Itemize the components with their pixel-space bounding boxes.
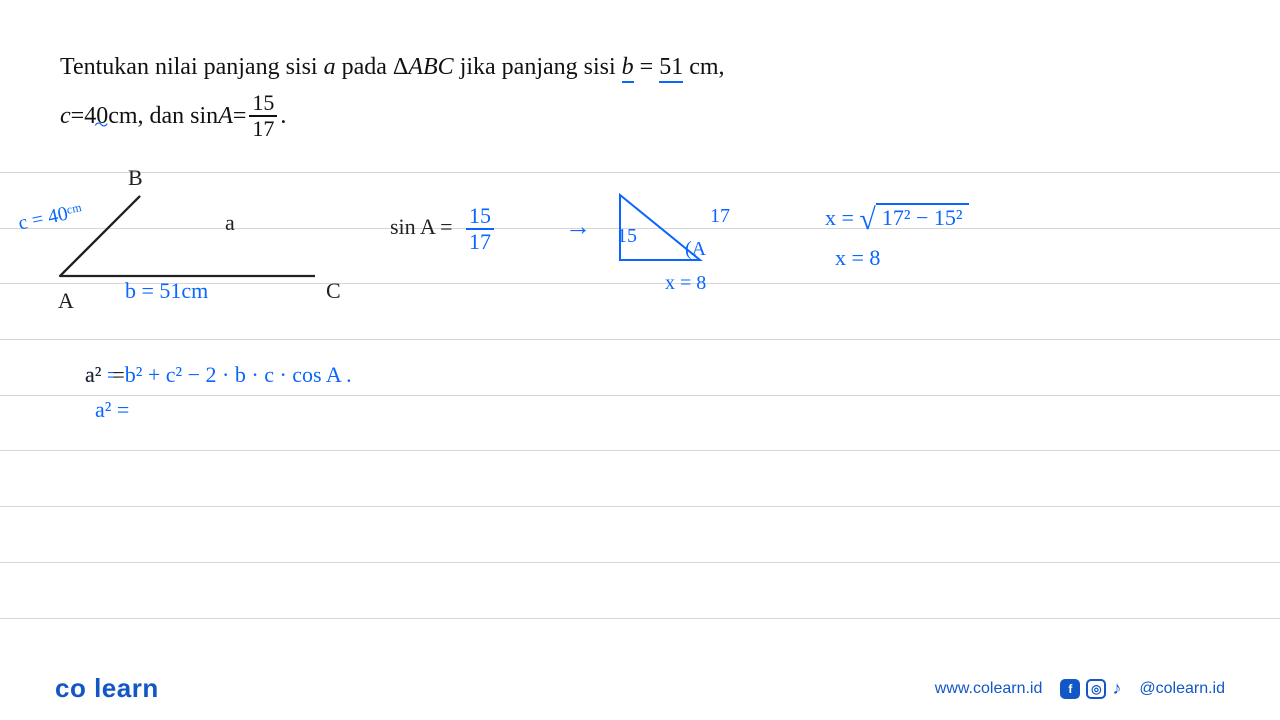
var-A: A bbox=[218, 97, 233, 135]
label-side-a: a bbox=[225, 210, 235, 236]
surd-icon: √ bbox=[859, 203, 875, 236]
rt-hyp: 17 bbox=[710, 205, 730, 228]
tiktok-icon: ♪ bbox=[1112, 678, 1121, 699]
arrow-icon: → bbox=[565, 212, 591, 242]
sinA-label: sin A = bbox=[390, 214, 453, 239]
facebook-icon: f bbox=[1060, 679, 1080, 699]
var-a: a bbox=[324, 54, 336, 80]
footer: co learn www.colearn.id f ◎ ♪ @colearn.i… bbox=[0, 665, 1280, 720]
text: . bbox=[280, 97, 286, 135]
ruled-line bbox=[0, 506, 1280, 507]
footer-handle: @colearn.id bbox=[1139, 680, 1225, 698]
triangle-path bbox=[60, 196, 315, 276]
frac-den: 17 bbox=[249, 117, 277, 140]
brand-learn: learn bbox=[94, 673, 159, 703]
cosine-line1: a² = b² + c² − 2 · b · c · cos A . bbox=[85, 362, 352, 388]
sinA-fraction: 15 17 bbox=[466, 205, 494, 253]
label-side-b: b = 51cm bbox=[125, 278, 208, 304]
sinA-num: 15 bbox=[466, 205, 494, 230]
rt-angle: (A bbox=[685, 238, 706, 261]
text: cm, dan sin bbox=[108, 97, 218, 135]
ruled-line bbox=[0, 172, 1280, 173]
rt-base: x = 8 bbox=[665, 272, 706, 295]
x-calc-line2: x = 8 bbox=[835, 245, 880, 271]
text: jika panjang sisi bbox=[454, 54, 622, 80]
rt-opp: 15 bbox=[617, 225, 637, 248]
sqrt-expr: 17² − 15² bbox=[876, 203, 969, 231]
page-root: { "ruled_lines_y": [172, 228, 283, 339, … bbox=[0, 0, 1280, 720]
ruled-line bbox=[0, 450, 1280, 451]
cosine-line2: a² = bbox=[95, 397, 129, 423]
footer-url: www.colearn.id bbox=[935, 680, 1043, 698]
x-eq: x = bbox=[825, 205, 859, 230]
sinA-expression: sin A = 15 17 bbox=[390, 205, 497, 253]
text: = bbox=[71, 97, 85, 135]
text: = bbox=[634, 54, 660, 80]
instagram-icon: ◎ bbox=[1086, 679, 1106, 699]
ruled-line bbox=[0, 395, 1280, 396]
sinA-den: 17 bbox=[466, 230, 494, 253]
brand-co: co bbox=[55, 673, 86, 703]
ruled-line bbox=[0, 618, 1280, 619]
label-C: C bbox=[326, 278, 341, 304]
label-B: B bbox=[128, 165, 143, 191]
cosine-a2: a² = bbox=[85, 362, 125, 388]
ruled-line bbox=[0, 339, 1280, 340]
text: = bbox=[233, 97, 247, 135]
val-b: 51 bbox=[659, 54, 683, 83]
frac-num: 15 bbox=[249, 92, 277, 117]
problem-statement: Tentukan nilai panjang sisi a pada ΔABC … bbox=[60, 48, 725, 140]
ruled-line bbox=[0, 562, 1280, 563]
label-A: A bbox=[58, 288, 74, 314]
fraction-sinA: 15 17 bbox=[249, 92, 277, 140]
text: pada Δ bbox=[336, 54, 409, 80]
text: cm, bbox=[683, 54, 724, 80]
x-calc-line1: x = √ 17² − 15² bbox=[825, 203, 969, 237]
footer-right: www.colearn.id f ◎ ♪ @colearn.id bbox=[935, 678, 1225, 699]
social-icons: f ◎ ♪ bbox=[1060, 678, 1121, 699]
var-b: b bbox=[622, 54, 634, 83]
text: Tentukan nilai panjang sisi bbox=[60, 54, 324, 80]
brand-logo: co learn bbox=[55, 673, 159, 704]
var-c: c bbox=[60, 97, 71, 135]
triangle-name: ABC bbox=[408, 54, 453, 80]
